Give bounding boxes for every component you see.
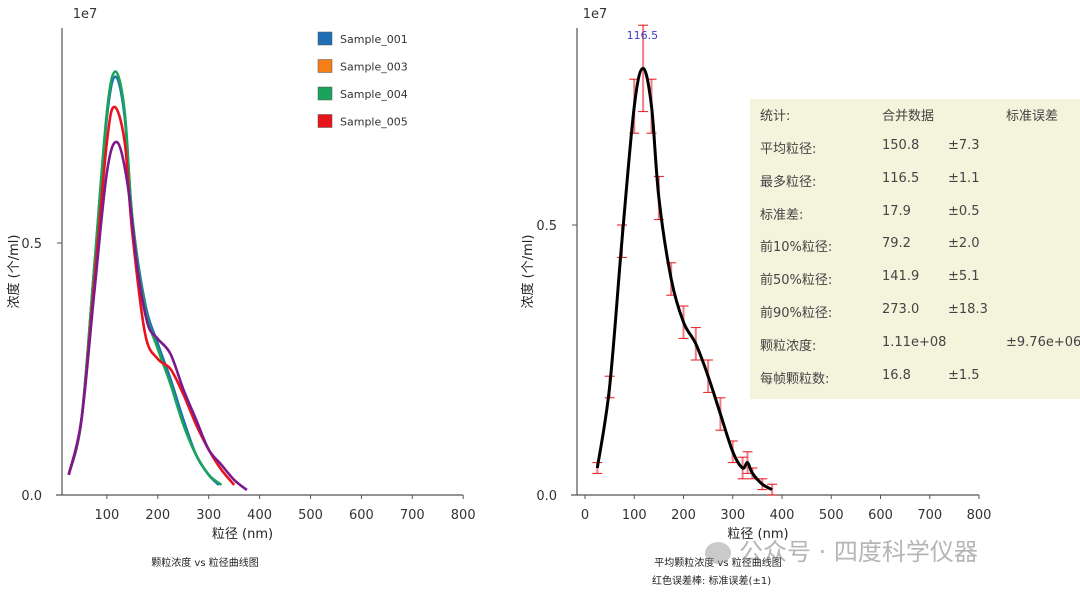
y-tick-label: 0.0: [21, 489, 42, 504]
stat-value: 17.9: [882, 203, 911, 219]
stat-error: ±1.5: [948, 367, 980, 383]
legend-item: Sample_001: [317, 31, 408, 46]
x-tick-label: 100: [622, 508, 647, 523]
x-tick-label: 500: [819, 508, 844, 523]
stat-error: ±18.3: [948, 302, 988, 317]
stat-value: 141.9: [882, 269, 920, 285]
stat-label: 每帧颗粒数:: [760, 371, 830, 387]
chart-title: 颗粒浓度 vs 粒径曲线图: [151, 556, 259, 569]
series-line-series-1: [595, 66, 773, 491]
y-tick-label: 0.5: [21, 237, 42, 252]
legend-label: Sample_004: [340, 88, 408, 101]
stat-label: 平均粒径:: [760, 142, 817, 157]
chart-2: 0 100 200 300 400 500 600 700 800 0.0 0.5 1e7 粒径 (nm…: [520, 7, 991, 587]
legend-label: Sample_001: [340, 33, 408, 46]
stat-error: ±1.1: [948, 170, 980, 186]
y-axis-label: 浓度 (个/ml): [520, 235, 536, 309]
y-tick-label: 0.5: [536, 219, 557, 234]
stats-row: 每帧颗粒数: 16.8 ±1.5: [760, 368, 1080, 388]
x-tick-label: 800: [451, 508, 476, 523]
x-tick-label: 800: [967, 508, 992, 523]
stat-value: 116.5: [882, 170, 920, 186]
stat-label: 前90%粒径:: [760, 306, 833, 321]
wechat-icon: [705, 542, 731, 564]
stats-row: 最多粒径: 116.5 ±1.1: [760, 171, 1080, 191]
legend-label: Sample_003: [340, 61, 408, 74]
legend-swatch: [317, 86, 333, 101]
x-tick-label: 300: [720, 508, 745, 523]
y-axis-label: 浓度 (个/ml): [6, 235, 22, 309]
legend-swatch: [317, 114, 333, 128]
stat-value: 16.8: [882, 367, 911, 383]
x-tick-label: 700: [400, 508, 425, 523]
x-tick-label: 400: [247, 508, 272, 523]
legend-label: Sample_005: [340, 116, 408, 129]
stat-label: 颗粒浓度:: [760, 338, 817, 354]
stats-header: 标准误差: [1006, 109, 1059, 124]
stat-error: ±7.3: [948, 138, 980, 153]
x-tick-label: 700: [917, 508, 942, 523]
legend-item: Sample_003: [317, 59, 408, 74]
x-tick-label: 500: [298, 508, 323, 523]
legend-item: Sample_004: [317, 86, 408, 101]
stat-value: 150.8: [882, 138, 920, 153]
stat-label: 前50%粒径:: [760, 273, 833, 289]
stat-label: 前10%粒径:: [760, 240, 833, 256]
series-line-series-4: [67, 140, 248, 492]
x-tick-label: 200: [671, 508, 696, 523]
stats-row: 前90%粒径: 273.0 ±18.3: [760, 302, 1080, 322]
stat-value: 79.2: [882, 236, 911, 252]
stats-row: 前50%粒径: 141.9 ±5.1: [760, 269, 1080, 289]
stats-row: 平均粒径: 150.8 ±7.3: [760, 138, 1080, 158]
chart-subtitle: 红色误差棒: 标准误差(±1): [652, 574, 771, 587]
stat-error-alt: ±9.76e+06: [1006, 334, 1080, 350]
chart-1: 100 200 300 400 500 600 700 800 0.0 0.5 1e7 粒径 (nm)…: [6, 7, 476, 569]
x-axis-label: 粒径 (nm): [727, 527, 788, 542]
legend-swatch: [317, 59, 333, 73]
stat-label: 最多粒径:: [760, 174, 817, 190]
stats-table: 统计: 合并数据 标准误差 平均粒径: 150.8 ±7.3 最多粒径: 116.5 ±1…: [750, 99, 1080, 399]
stats-header: 统计:: [760, 109, 791, 124]
y-tick-label: 0.0: [536, 489, 557, 504]
watermark: 公众号 · 四度科学仪器: [705, 532, 978, 567]
watermark-text: 公众号 · 四度科学仪器: [739, 538, 978, 566]
x-axis-label: 粒径 (nm): [212, 527, 273, 542]
stats-header: 合并数据: [882, 109, 935, 124]
y-multiplier: 1e7: [73, 7, 98, 22]
x-tick-label: 300: [196, 508, 221, 523]
x-tick-label: 200: [145, 508, 170, 523]
x-tick-label: 600: [868, 508, 893, 523]
x-tick-label: 0: [581, 508, 589, 523]
stats-header-row: 统计: 合并数据 标准误差: [760, 105, 1080, 125]
legend-item: Sample_005: [317, 114, 408, 129]
stat-error: ±2.0: [948, 236, 980, 252]
x-tick-label: 100: [94, 508, 119, 523]
x-tick-label: 400: [770, 508, 795, 523]
stat-value: 273.0: [882, 302, 920, 317]
peak-label: 116.5: [627, 29, 659, 42]
y-multiplier: 1e7: [583, 7, 608, 22]
stat-error: ±5.1: [948, 269, 980, 285]
legend-swatch: [317, 31, 333, 46]
stats-row: 颗粒浓度: 1.11e+08 ±9.76e+06: [760, 335, 1080, 355]
stat-error: ±0.5: [948, 203, 980, 219]
stats-row: 标准差: 17.9 ±0.5: [760, 204, 1080, 224]
stats-row: 前10%粒径: 79.2 ±2.0: [760, 236, 1080, 256]
stat-value: 1.11e+08: [882, 334, 947, 350]
stat-label: 标准差:: [760, 207, 804, 223]
x-tick-label: 600: [349, 508, 374, 523]
